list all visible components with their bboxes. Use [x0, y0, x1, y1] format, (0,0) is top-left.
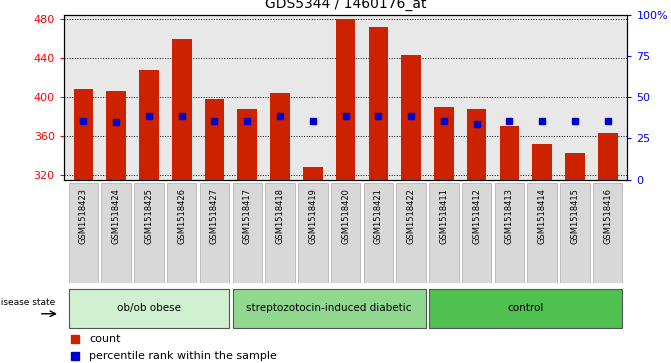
Bar	[560, 183, 590, 283]
Text: GSM1518413: GSM1518413	[505, 188, 514, 244]
Text: disease state: disease state	[0, 298, 55, 306]
Bar	[397, 183, 426, 283]
Bar	[368, 27, 388, 180]
Bar	[68, 289, 229, 328]
Bar	[401, 55, 421, 180]
Bar	[200, 183, 229, 283]
Text: GSM1518426: GSM1518426	[177, 188, 187, 244]
Bar	[532, 144, 552, 180]
Bar	[298, 183, 327, 283]
Bar	[462, 183, 491, 283]
Bar	[265, 183, 295, 283]
Bar	[593, 183, 623, 283]
Text: GSM1518425: GSM1518425	[144, 188, 154, 244]
Text: percentile rank within the sample: percentile rank within the sample	[89, 351, 277, 361]
Text: GSM1518414: GSM1518414	[537, 188, 547, 244]
Bar	[172, 39, 191, 180]
Bar	[233, 289, 426, 328]
Bar	[429, 183, 458, 283]
Bar	[106, 91, 126, 180]
Text: GSM1518415: GSM1518415	[570, 188, 580, 244]
Bar	[495, 183, 524, 283]
Text: GSM1518416: GSM1518416	[603, 188, 612, 244]
Text: GSM1518418: GSM1518418	[276, 188, 285, 244]
Bar	[205, 99, 224, 180]
Bar	[233, 183, 262, 283]
Text: GSM1518412: GSM1518412	[472, 188, 481, 244]
Bar	[527, 183, 557, 283]
Text: control: control	[507, 303, 544, 313]
Text: ob/ob obese: ob/ob obese	[117, 303, 181, 313]
Bar	[331, 183, 360, 283]
Text: count: count	[89, 334, 121, 344]
Text: GSM1518419: GSM1518419	[308, 188, 317, 244]
Bar	[270, 93, 290, 180]
Bar	[101, 183, 131, 283]
Text: GSM1518417: GSM1518417	[243, 188, 252, 244]
Bar	[134, 183, 164, 283]
Text: GSM1518411: GSM1518411	[440, 188, 448, 244]
Bar	[364, 183, 393, 283]
Bar	[167, 183, 197, 283]
Text: GSM1518424: GSM1518424	[111, 188, 121, 244]
Bar	[565, 154, 585, 180]
Bar	[139, 70, 159, 180]
Text: GSM1518427: GSM1518427	[210, 188, 219, 244]
Bar	[500, 126, 519, 180]
Text: streptozotocin-induced diabetic: streptozotocin-induced diabetic	[246, 303, 412, 313]
Text: GSM1518420: GSM1518420	[341, 188, 350, 244]
Bar	[467, 109, 486, 180]
Bar	[303, 167, 323, 180]
Text: GSM1518421: GSM1518421	[374, 188, 383, 244]
Bar	[68, 183, 98, 283]
Text: GSM1518423: GSM1518423	[79, 188, 88, 244]
Bar	[434, 107, 454, 180]
Bar	[598, 133, 617, 180]
Bar	[429, 289, 623, 328]
Text: GSM1518422: GSM1518422	[407, 188, 415, 244]
Bar	[74, 89, 93, 180]
Bar	[336, 19, 356, 180]
Bar	[238, 109, 257, 180]
Title: GDS5344 / 1460176_at: GDS5344 / 1460176_at	[265, 0, 426, 11]
